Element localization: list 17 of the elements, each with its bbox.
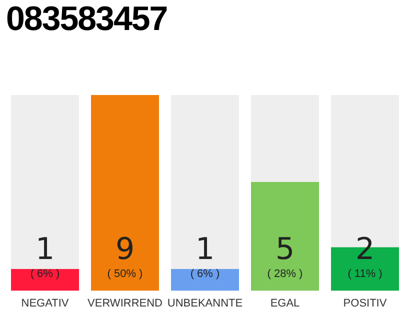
bar [11,269,79,291]
chart-title: 083583457 [6,0,168,39]
annotation: ( 6% ) [30,268,60,280]
data-label: 1 [195,232,215,267]
bar [171,269,239,291]
x-tick-label: POSITIV [343,297,388,310]
data-label: 5 [275,232,295,267]
x-tick-label: NEGATIV [21,297,70,310]
x-tick-label: EGAL [270,297,300,310]
x-tick-label: UNBEKANNTE [167,297,243,310]
annotation: ( 11% ) [348,268,382,280]
data-label: 9 [115,232,135,267]
data-label: 1 [35,232,55,267]
annotation: ( 28% ) [267,268,303,280]
annotation: ( 50% ) [107,268,143,280]
annotation: ( 6% ) [190,268,220,280]
x-tick-label: VERWIRREND [88,297,163,310]
